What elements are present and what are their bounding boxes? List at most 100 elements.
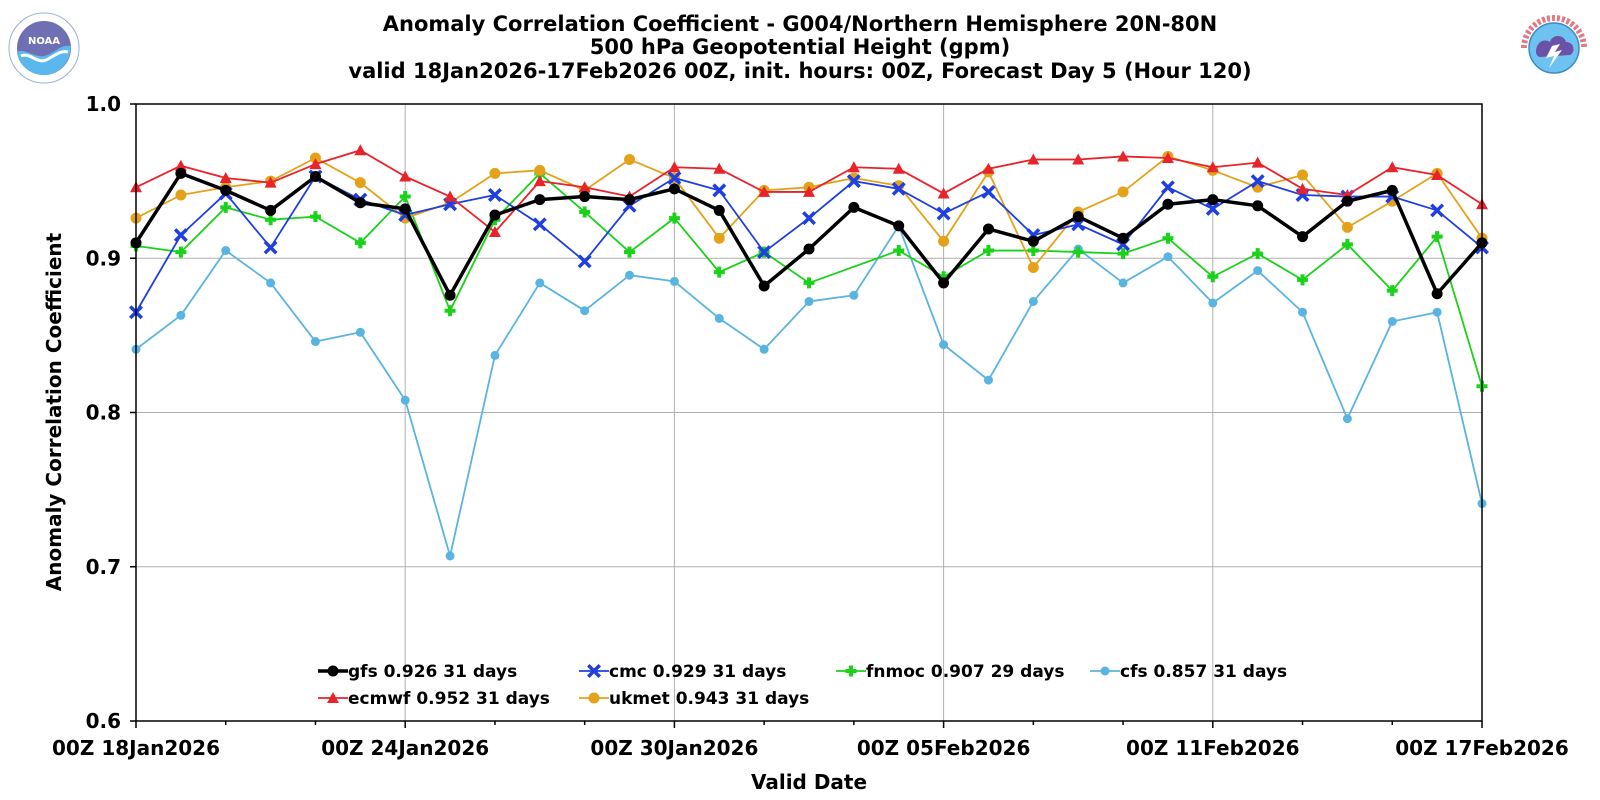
data-point xyxy=(1387,316,1397,326)
data-point xyxy=(1253,266,1263,276)
data-point xyxy=(845,665,857,677)
data-point xyxy=(1341,195,1353,207)
legend-label-cfs: cfs 0.857 31 days xyxy=(1120,662,1287,682)
data-point xyxy=(1432,307,1442,317)
data-point xyxy=(175,167,187,179)
x-tick-label: 00Z 11Feb2026 xyxy=(1126,736,1300,760)
noaa-logo-text: NOAA xyxy=(28,36,60,47)
legend-label-gfs: gfs 0.926 31 days xyxy=(348,662,517,682)
data-point xyxy=(936,206,951,221)
data-point xyxy=(1205,201,1220,216)
series-gfs xyxy=(130,167,1488,301)
data-point xyxy=(579,191,591,203)
y-tick-label: 0.6 xyxy=(86,709,121,733)
data-point xyxy=(667,171,682,186)
data-point xyxy=(399,170,412,182)
series-ukmet xyxy=(130,150,1488,274)
data-point xyxy=(1298,307,1308,317)
series-line-cfs xyxy=(135,224,1483,557)
legend-item-ecmwf: ecmwf 0.952 31 days xyxy=(318,689,550,709)
legend-item-fnmoc: fnmoc 0.907 29 days xyxy=(836,662,1064,682)
data-point xyxy=(221,246,231,256)
data-point xyxy=(399,191,411,203)
legend-item-cmc: cmc 0.929 31 days xyxy=(579,662,786,682)
x-tick-label: 00Z 30Jan2026 xyxy=(590,736,758,760)
data-point xyxy=(354,197,366,209)
data-point xyxy=(400,395,410,405)
title-line-1: Anomaly Correlation Coefficient - G004/N… xyxy=(383,12,1217,36)
data-point xyxy=(445,551,455,561)
data-point xyxy=(804,296,814,306)
data-point xyxy=(1297,169,1309,181)
data-point xyxy=(1027,262,1039,274)
data-point xyxy=(1296,182,1309,194)
y-tick-label: 0.9 xyxy=(86,246,121,270)
data-point xyxy=(265,204,277,216)
data-point xyxy=(1342,414,1352,424)
data-point xyxy=(399,203,411,215)
data-point xyxy=(1100,666,1110,676)
data-point xyxy=(625,270,635,280)
x-tick-label: 00Z 17Feb2026 xyxy=(1395,736,1569,760)
data-point xyxy=(981,184,996,199)
y-axis-label: Anomaly Correlation Coefficient xyxy=(42,232,66,591)
data-point xyxy=(534,164,546,176)
x-tick-label: 00Z 18Jan2026 xyxy=(52,736,220,760)
nws-logo xyxy=(1519,13,1589,83)
x-tick-label: 00Z 05Feb2026 xyxy=(857,736,1031,760)
data-point xyxy=(1162,198,1174,210)
data-point xyxy=(712,183,727,198)
data-point xyxy=(490,350,500,360)
data-point xyxy=(219,172,232,184)
data-point xyxy=(263,240,278,255)
data-point xyxy=(848,201,860,213)
data-point xyxy=(535,278,545,288)
data-point xyxy=(309,170,321,182)
data-point xyxy=(354,177,366,189)
data-point xyxy=(846,174,861,189)
data-point xyxy=(1386,285,1398,297)
data-point xyxy=(668,183,680,195)
data-point xyxy=(489,167,501,179)
data-point xyxy=(938,277,950,289)
data-point xyxy=(533,175,546,187)
data-point xyxy=(487,188,502,202)
data-point xyxy=(534,194,546,206)
axes: 0.6 0.7 0.8 0.9 1.0 00Z 18Jan2026 00Z 24Jan202… xyxy=(52,92,1569,760)
data-point xyxy=(849,290,859,300)
data-point xyxy=(577,254,592,269)
y-tick-label: 1.0 xyxy=(86,92,121,116)
data-point xyxy=(1386,184,1398,196)
data-point xyxy=(759,344,769,354)
y-tick-label: 0.7 xyxy=(86,555,121,579)
data-point xyxy=(579,206,591,218)
data-point xyxy=(1431,168,1444,180)
data-point xyxy=(1250,174,1265,189)
data-point xyxy=(488,226,501,238)
data-point xyxy=(1251,156,1264,168)
data-point xyxy=(1118,278,1128,288)
data-point xyxy=(444,289,456,301)
legend-label-ecmwf: ecmwf 0.952 31 days xyxy=(348,689,550,709)
data-point xyxy=(220,201,232,213)
data-point xyxy=(1072,211,1084,223)
data-point xyxy=(982,223,994,235)
data-point xyxy=(713,232,725,244)
data-point xyxy=(588,692,600,704)
data-point xyxy=(938,235,950,247)
data-point xyxy=(489,209,501,221)
data-point xyxy=(1431,288,1443,300)
data-point xyxy=(309,211,321,223)
data-point xyxy=(354,237,366,249)
data-point xyxy=(893,220,905,232)
data-point xyxy=(1163,252,1173,262)
data-point xyxy=(220,184,232,196)
data-point xyxy=(1386,161,1399,173)
data-point xyxy=(892,162,905,174)
data-point xyxy=(1252,248,1264,260)
noaa-logo: NOAA xyxy=(8,12,80,84)
data-point xyxy=(310,337,320,347)
data-point xyxy=(580,306,590,316)
data-point xyxy=(1207,194,1219,206)
